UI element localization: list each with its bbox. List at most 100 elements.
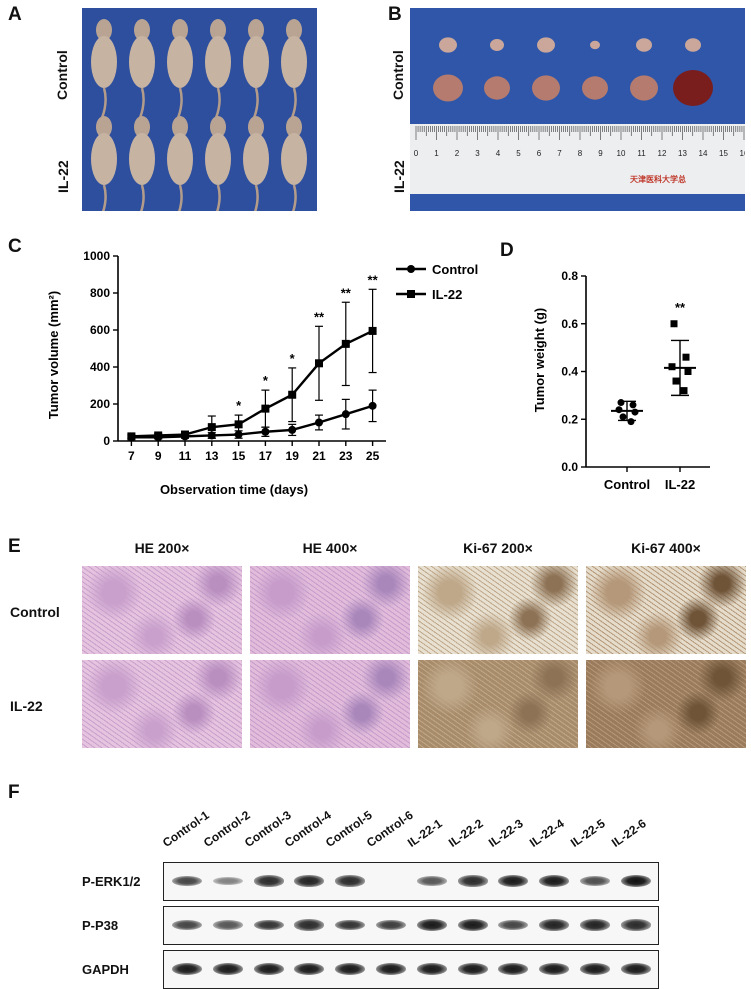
tumor-il22 [582,76,608,100]
legend-marker [407,265,415,273]
data-point-il22 [181,430,189,439]
protein-band [212,920,243,930]
x-tick-label: 9 [155,449,162,463]
ruler-number: 2 [455,149,460,158]
tumor-il22 [532,75,560,101]
weight-point-control [619,413,627,421]
x-tick-label: 15 [232,449,246,463]
protein-band [294,919,325,931]
tumor-control [439,37,457,53]
protein-band [580,919,610,931]
blot-label: P-ERK1/2 [82,874,141,889]
panel-label-b: B [388,4,402,25]
weight-point-control [615,406,623,414]
lane-label: IL-22-4 [527,816,567,850]
x-tick-label: 7 [128,449,135,463]
panel-label-a: A [8,4,22,25]
panel-a-row-label-control: Control [54,50,70,100]
data-point-il22 [368,326,377,335]
tumor-il22 [673,70,713,106]
protein-band [172,963,202,975]
x-category-label: IL-22 [665,477,695,492]
protein-band [620,875,651,887]
x-category-label: Control [604,477,650,492]
ruler-number: 10 [617,149,626,158]
weight-point-control [631,408,639,416]
tumor-photo: 012345678910111213141516 天津医科大学总 [410,8,745,211]
data-point-il22 [207,423,216,432]
x-tick-label: 13 [205,449,219,463]
ruler-number: 14 [699,149,708,158]
significance-mark: ** [368,272,379,287]
protein-band [498,919,529,931]
tumor-control [537,37,555,53]
weight-point-il22 [682,353,690,361]
legend-label: Control [432,262,478,277]
significance-mark: * [236,398,242,413]
protein-band [457,919,488,931]
mouse [129,19,155,133]
data-point-il22 [261,404,270,413]
data-point-control [368,401,377,410]
data-point-control [315,418,323,427]
protein-band [539,919,570,931]
protein-band [416,919,447,931]
tumor-control [590,40,600,50]
mouse [167,19,193,133]
tumor-weight-chart: Tumor weight (g) 0.0 0.2 0.4 0.6 0.8 Control I… [532,269,710,492]
ruler-number: 5 [516,149,521,158]
ruler-number: 4 [496,149,501,158]
histology-image [250,566,410,654]
mouse [243,116,269,211]
ruler-number: 11 [637,149,646,158]
mouse [281,19,307,133]
protein-band [376,963,406,975]
ruler-number: 6 [537,149,542,158]
ruler-number: 12 [658,149,667,158]
chart-c-ylabel: Tumor volume (mm²) [46,291,61,419]
panel-e-col-he200: HE 200× [134,540,190,556]
tumor-illustration: 012345678910111213141516 [410,37,745,194]
ruler-number: 15 [719,149,728,158]
protein-band [620,963,651,975]
panel-label-c: C [8,236,22,257]
data-point-control [288,425,297,434]
tumor-il22 [433,74,463,102]
weight-point-il22 [684,368,692,375]
data-point-il22 [288,390,297,399]
tumor-control [685,38,701,52]
y-tick-label: 0.0 [561,460,578,474]
blot-strip [163,950,659,989]
panel-e-col-ki67-400: Ki-67 400× [631,540,701,556]
significance-mark: * [290,351,296,366]
mouse [91,19,117,133]
weight-point-control [629,401,637,409]
histology-image [418,566,578,654]
panel-e-row-il22: IL-22 [10,698,43,714]
protein-band [376,919,406,931]
protein-band [212,963,243,975]
mouse [243,19,269,133]
data-point-il22 [234,420,243,429]
x-tick-label: 17 [259,449,273,463]
tumor-il22 [630,75,658,101]
protein-band [335,875,366,887]
x-tick-label: 25 [366,449,380,463]
ruler-number: 8 [578,149,583,158]
panel-e-col-ki67-200: Ki-67 200× [463,540,533,556]
tumor-control [490,39,504,51]
protein-band [580,963,610,975]
panel-label-e: E [8,536,21,557]
x-tick-label: 19 [286,449,300,463]
weight-point-control [627,418,635,426]
significance-mark: ** [314,309,325,324]
x-tick-label: 23 [339,449,353,463]
y-tick-label: 1000 [83,249,110,263]
legend-marker [407,290,415,298]
panel-label-d: D [500,240,514,261]
panel-e-col-he400: HE 400× [302,540,358,556]
panel-label-f: F [8,782,20,803]
protein-band [335,963,366,975]
blot-label: GAPDH [82,962,129,977]
histology-image [82,660,242,748]
